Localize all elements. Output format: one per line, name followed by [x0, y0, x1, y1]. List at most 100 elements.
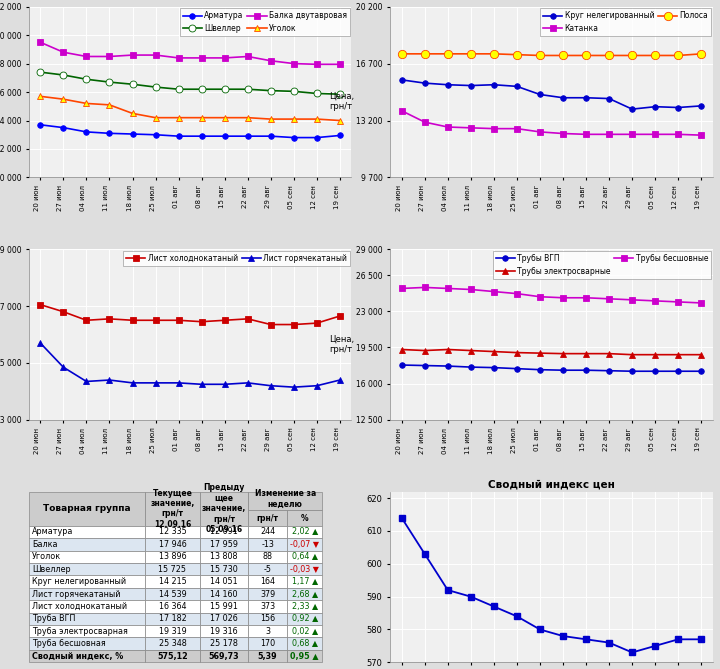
Text: 3: 3 — [265, 627, 270, 636]
Bar — [145, 625, 199, 638]
Line: Арматура: Арматура — [37, 122, 343, 140]
Швеллер — [336, 90, 344, 98]
Bar — [29, 625, 145, 638]
Text: 0,02 ▲: 0,02 ▲ — [292, 627, 318, 636]
Полоса — [605, 52, 613, 60]
Text: 19 316: 19 316 — [210, 627, 238, 636]
Круг нелегированный — [513, 82, 521, 90]
Круг нелегированный — [605, 94, 613, 102]
Трубы электросварные — [513, 349, 521, 357]
Арматура — [105, 129, 114, 137]
Bar — [145, 650, 199, 662]
Bar — [145, 538, 199, 551]
Text: Балка: Балка — [32, 540, 58, 549]
Bar — [248, 563, 287, 575]
Text: 14 539: 14 539 — [158, 589, 186, 599]
Line: Полоса: Полоса — [397, 50, 706, 60]
Лист холоднокатаный — [59, 308, 68, 316]
Трубы ВГП — [697, 367, 706, 375]
Трубы ВГП — [651, 367, 660, 375]
Text: Предыду
щее
значение,
грн/т
05.09.16: Предыду щее значение, грн/т 05.09.16 — [202, 483, 246, 534]
Полоса — [582, 52, 590, 60]
Лист горячекатаный — [105, 376, 114, 384]
Лист горячекатаный — [243, 379, 252, 387]
Балка двутавровая — [336, 60, 344, 68]
Трубы электросварные — [582, 350, 590, 358]
Швеллер — [266, 86, 275, 94]
Text: 17 026: 17 026 — [210, 614, 238, 624]
Bar — [287, 588, 323, 600]
Балка двутавровая — [197, 54, 206, 62]
Трубы электросварные — [674, 351, 683, 359]
Line: Балка двутавровая: Балка двутавровая — [37, 39, 343, 68]
Text: Уголок: Уголок — [32, 553, 61, 561]
Text: 569,73: 569,73 — [209, 652, 239, 660]
Text: Изменение за
неделю: Изменение за неделю — [255, 490, 316, 509]
Трубы бесшовные — [605, 295, 613, 303]
Катанка — [697, 131, 706, 139]
Text: 0,95 ▲: 0,95 ▲ — [290, 652, 319, 660]
Line: Трубы бесшовные: Трубы бесшовные — [398, 284, 705, 306]
Text: 17 946: 17 946 — [158, 540, 186, 549]
Text: 2,33 ▲: 2,33 ▲ — [292, 602, 318, 611]
Круг нелегированный — [536, 90, 544, 98]
Text: Лист холоднокатаный: Лист холоднокатаный — [32, 602, 127, 611]
Text: 156: 156 — [260, 614, 275, 624]
Балка двутавровая — [312, 60, 321, 68]
Балка двутавровая — [266, 57, 275, 65]
Трубы электросварные — [490, 348, 498, 356]
Bar — [287, 638, 323, 650]
Лист холоднокатаный — [197, 318, 206, 326]
Уголок — [197, 114, 206, 122]
Трубы электросварные — [605, 350, 613, 358]
Bar — [248, 613, 287, 625]
Полоса — [697, 50, 706, 58]
Лист холоднокатаный — [336, 312, 344, 320]
Лист холоднокатаный — [82, 316, 91, 324]
Text: Товарная группа: Товарная группа — [43, 504, 131, 513]
Bar — [29, 538, 145, 551]
Text: 5,39: 5,39 — [258, 652, 277, 660]
Трубы бесшовные — [697, 299, 706, 307]
Арматура — [312, 134, 321, 142]
Text: 19 319: 19 319 — [158, 627, 186, 636]
Трубы ВГП — [467, 363, 475, 371]
Уголок — [336, 116, 344, 124]
Трубы ВГП — [420, 361, 429, 369]
Text: 244: 244 — [260, 527, 275, 537]
Bar — [248, 625, 287, 638]
Bar — [248, 600, 287, 613]
Text: Труба ВГП: Труба ВГП — [32, 614, 76, 624]
Bar — [199, 650, 248, 662]
Text: 88: 88 — [263, 553, 273, 561]
Трубы ВГП — [444, 362, 452, 370]
Text: 17 182: 17 182 — [158, 614, 186, 624]
Text: 16 364: 16 364 — [158, 602, 186, 611]
Полоса — [420, 50, 429, 58]
Трубы бесшовные — [420, 284, 429, 292]
Арматура — [174, 132, 183, 140]
Трубы ВГП — [559, 366, 567, 374]
Круг нелегированный — [420, 79, 429, 87]
Арматура — [59, 124, 68, 132]
Text: 15 730: 15 730 — [210, 565, 238, 574]
Трубы ВГП — [605, 367, 613, 375]
Bar — [248, 526, 287, 538]
Bar — [29, 551, 145, 563]
Bar — [199, 625, 248, 638]
Катанка — [582, 130, 590, 138]
Полоса — [444, 50, 452, 58]
Трубы бесшовные — [444, 284, 452, 292]
Лист горячекатаный — [336, 376, 344, 384]
Text: 13 808: 13 808 — [210, 553, 238, 561]
Полоса — [490, 50, 498, 58]
Трубы электросварные — [444, 345, 452, 353]
Полоса — [559, 52, 567, 60]
Legend: Арматура, Швеллер, Балка двутавровая, Уголок: Арматура, Швеллер, Балка двутавровая, Уг… — [180, 8, 350, 36]
Трубы электросварные — [697, 351, 706, 359]
Балка двутавровая — [151, 51, 160, 59]
Уголок — [128, 110, 137, 118]
Уголок — [105, 101, 114, 109]
Text: Арматура: Арматура — [32, 527, 73, 537]
Лист горячекатаный — [82, 377, 91, 385]
